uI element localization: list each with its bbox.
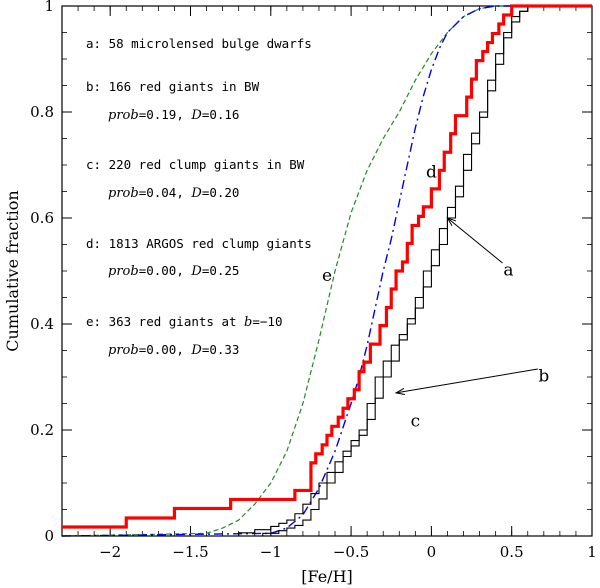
y-tick-label: 0.2 <box>30 421 54 439</box>
curve-b-arrow <box>395 368 538 394</box>
curve-label-layer: a b c d e <box>322 162 549 431</box>
annotation-d-stats: prob=0.00, D=0.25 <box>108 263 239 279</box>
annotation-b: b: 166 red giants in BW <box>86 79 260 94</box>
curve-label-c: c <box>411 412 421 432</box>
y-tick-label: 0.8 <box>30 103 54 121</box>
d-label: D <box>190 186 202 201</box>
series-b-line <box>62 5 592 537</box>
d-value: 0.20 <box>209 185 239 200</box>
curve-a-arrowhead <box>446 217 457 226</box>
curve-a-arrow <box>447 217 503 264</box>
b-value: −10 <box>260 314 283 329</box>
x-tick-label: 1 <box>587 543 597 561</box>
y-tick-label: 0.6 <box>30 209 54 227</box>
d-value: 0.33 <box>209 342 239 357</box>
series-layer <box>61 4 592 537</box>
y-tick-label: 0 <box>44 527 54 545</box>
annotation-c-stats: prob=0.04, D=0.20 <box>108 185 239 201</box>
x-tick-label: −1 <box>260 543 282 561</box>
annotation-e-stats: prob=0.00, D=0.33 <box>108 342 239 358</box>
y-tick-label: 0.4 <box>30 315 54 333</box>
curve-label-a: a <box>503 261 513 281</box>
x-tick-label: 0.5 <box>500 543 524 561</box>
annotation-e: e: 363 red giants at b=−10 <box>86 314 282 330</box>
d-label: D <box>190 264 202 279</box>
d-value: 0.25 <box>209 263 239 278</box>
series-a-line <box>62 4 592 529</box>
x-tick-label: 0 <box>427 543 437 561</box>
prob-value: 0.19 <box>146 107 176 122</box>
x-tick-label: −0.5 <box>333 543 369 561</box>
y-tick-label: 1 <box>44 0 54 15</box>
d-label: D <box>190 343 202 358</box>
curve-b-arrowhead <box>394 388 406 396</box>
curve-label-b: b <box>538 367 549 387</box>
prob-value: 0.00 <box>146 342 176 357</box>
curve-label-e: e <box>322 266 332 286</box>
annotation-e-prefix: e: 363 red giants at <box>86 314 244 329</box>
annotation-d: d: 1813 ARGOS red clump giants <box>86 236 312 251</box>
x-axis-title: [Fe/H] <box>301 567 353 586</box>
prob-label: prob <box>108 343 139 358</box>
annotation-b-stats: prob=0.19, D=0.16 <box>108 107 239 123</box>
x-tick-label: −2 <box>99 543 121 561</box>
prob-value: 0.00 <box>146 263 176 278</box>
prob-label: prob <box>108 108 139 123</box>
series-d-line <box>61 5 592 537</box>
annotation-a: a: 58 microlensed bulge dwarfs <box>86 36 312 51</box>
series-c-line <box>62 5 592 537</box>
annotation-c: c: 220 red clump giants in BW <box>86 157 305 172</box>
annotation-block: a: 58 microlensed bulge dwarfs b: 166 re… <box>86 36 312 358</box>
prob-value: 0.04 <box>146 185 176 200</box>
prob-label: prob <box>108 186 139 201</box>
axis-ticks: −2 −1.5 −1 −0.5 0 0.5 1 0 0.2 0.4 0.6 0.8 1 <box>30 0 597 561</box>
d-value: 0.16 <box>209 107 239 122</box>
prob-label: prob <box>108 264 139 279</box>
d-label: D <box>190 108 202 123</box>
b-label: b <box>244 315 252 330</box>
y-axis-title: Cumulative fraction <box>3 190 22 351</box>
x-tick-label: −1.5 <box>172 543 208 561</box>
curve-label-d: d <box>426 162 437 182</box>
